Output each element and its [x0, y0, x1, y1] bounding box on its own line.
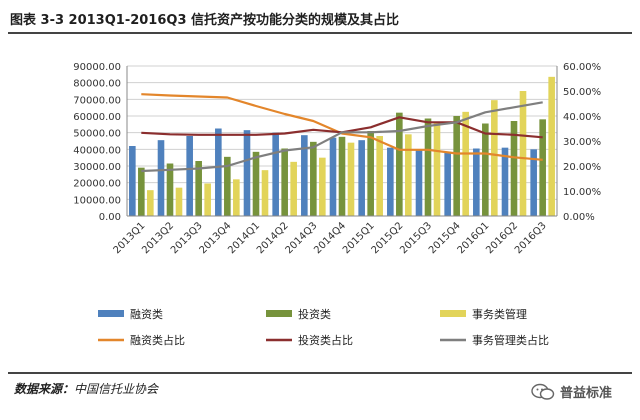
bar-financing [243, 130, 251, 216]
y2-tick-label: 10.00% [563, 187, 601, 198]
bar-affairs [519, 91, 527, 216]
bar-financing [501, 147, 509, 216]
chart-title: 图表 3-3 2013Q1-2016Q3 信托资产按功能分类的规模及其占比 [10, 13, 400, 28]
y-tick-label: 10000.00 [73, 195, 121, 206]
bar-affairs [376, 136, 383, 216]
bar-investment [281, 148, 288, 216]
legend-swatch-financing [98, 310, 124, 317]
y-tick-label: 40000.00 [73, 145, 121, 156]
bar-affairs [548, 76, 555, 216]
watermark: 普益标准 [530, 382, 612, 401]
chart: 0.00 10000.00 20000.00 30000.00 40000.00 5000… [73, 62, 601, 347]
y2-tick-label: 50.00% [563, 87, 601, 98]
bar-financing [157, 140, 165, 216]
line-affairs_share [141, 101, 543, 173]
legend-label: 投资类占比 [298, 333, 353, 347]
bar-series [129, 76, 555, 216]
y2-tick-label: 20.00% [563, 162, 601, 173]
bar-affairs [405, 134, 412, 216]
y-tick-label: 30000.00 [73, 162, 121, 173]
bar-affairs [319, 157, 326, 216]
bar-affairs [147, 190, 154, 216]
legend-label: 投资类 [298, 307, 331, 321]
wechat-icon [531, 383, 555, 400]
y-tick-label: 80000.00 [73, 79, 121, 90]
bottom-rule [8, 372, 632, 374]
bar-investment [510, 121, 518, 216]
bar-financing [473, 148, 480, 216]
bar-financing [387, 147, 394, 216]
top-rule [8, 32, 632, 34]
bar-financing [329, 137, 337, 216]
legend-label: 事务管理类占比 [472, 333, 549, 347]
bar-investment [166, 163, 174, 216]
y2-tick-label: 30.00% [563, 137, 601, 148]
y2-tick-label: 0.00% [563, 212, 595, 223]
bar-investment [424, 118, 432, 216]
data-source-label: 数据来源： [14, 382, 75, 396]
bar-financing [530, 149, 537, 216]
bar-financing [415, 150, 423, 216]
legend-label: 融资类占比 [130, 333, 185, 347]
bar-investment [367, 131, 374, 216]
bar-affairs [347, 142, 355, 216]
bar-financing [358, 140, 365, 216]
y-tick-label: 90000.00 [73, 62, 121, 73]
bar-investment [138, 167, 145, 216]
bar-financing [129, 146, 136, 216]
bar-affairs [491, 100, 498, 216]
y-tick-label: 70000.00 [73, 95, 121, 106]
bar-investment [453, 116, 460, 216]
y2-tick-label: 40.00% [563, 112, 601, 123]
bar-financing [186, 136, 193, 216]
bar-investment [195, 161, 202, 216]
bar-financing [444, 151, 451, 216]
legend-label: 融资类 [130, 307, 163, 321]
x-tick-label: 2016Q3 [513, 220, 549, 256]
bar-affairs [433, 122, 441, 216]
bar-affairs [261, 170, 269, 216]
bar-investment [338, 136, 346, 216]
watermark-text: 普益标准 [559, 386, 612, 401]
bar-investment [482, 123, 489, 216]
bar-affairs [175, 187, 183, 216]
bar-investment [310, 141, 317, 216]
bar-investment [252, 151, 260, 216]
bar-affairs [204, 183, 211, 216]
legend-label: 事务类管理 [472, 307, 527, 321]
bar-affairs [233, 179, 240, 216]
line-series [141, 93, 543, 173]
bar-investment [224, 156, 231, 216]
y-tick-label: 60000.00 [73, 112, 121, 123]
y-tick-label: 0.00 [99, 212, 121, 223]
bar-financing [301, 135, 308, 216]
bar-affairs [290, 161, 297, 216]
y-tick-label: 50000.00 [73, 129, 121, 140]
bar-investment [539, 119, 546, 216]
bar-affairs [462, 111, 469, 216]
bar-financing [272, 132, 279, 216]
legend-swatch-affairs [440, 310, 466, 317]
data-source-value: 中国信托业协会 [74, 382, 159, 396]
bar-investment [396, 112, 403, 216]
y-tick-label: 20000.00 [73, 179, 121, 190]
y2-tick-label: 60.00% [563, 62, 601, 73]
bar-financing [215, 128, 222, 216]
legend-swatch-investment [266, 310, 292, 317]
data-source: 数据来源：中国信托业协会 [14, 380, 158, 397]
